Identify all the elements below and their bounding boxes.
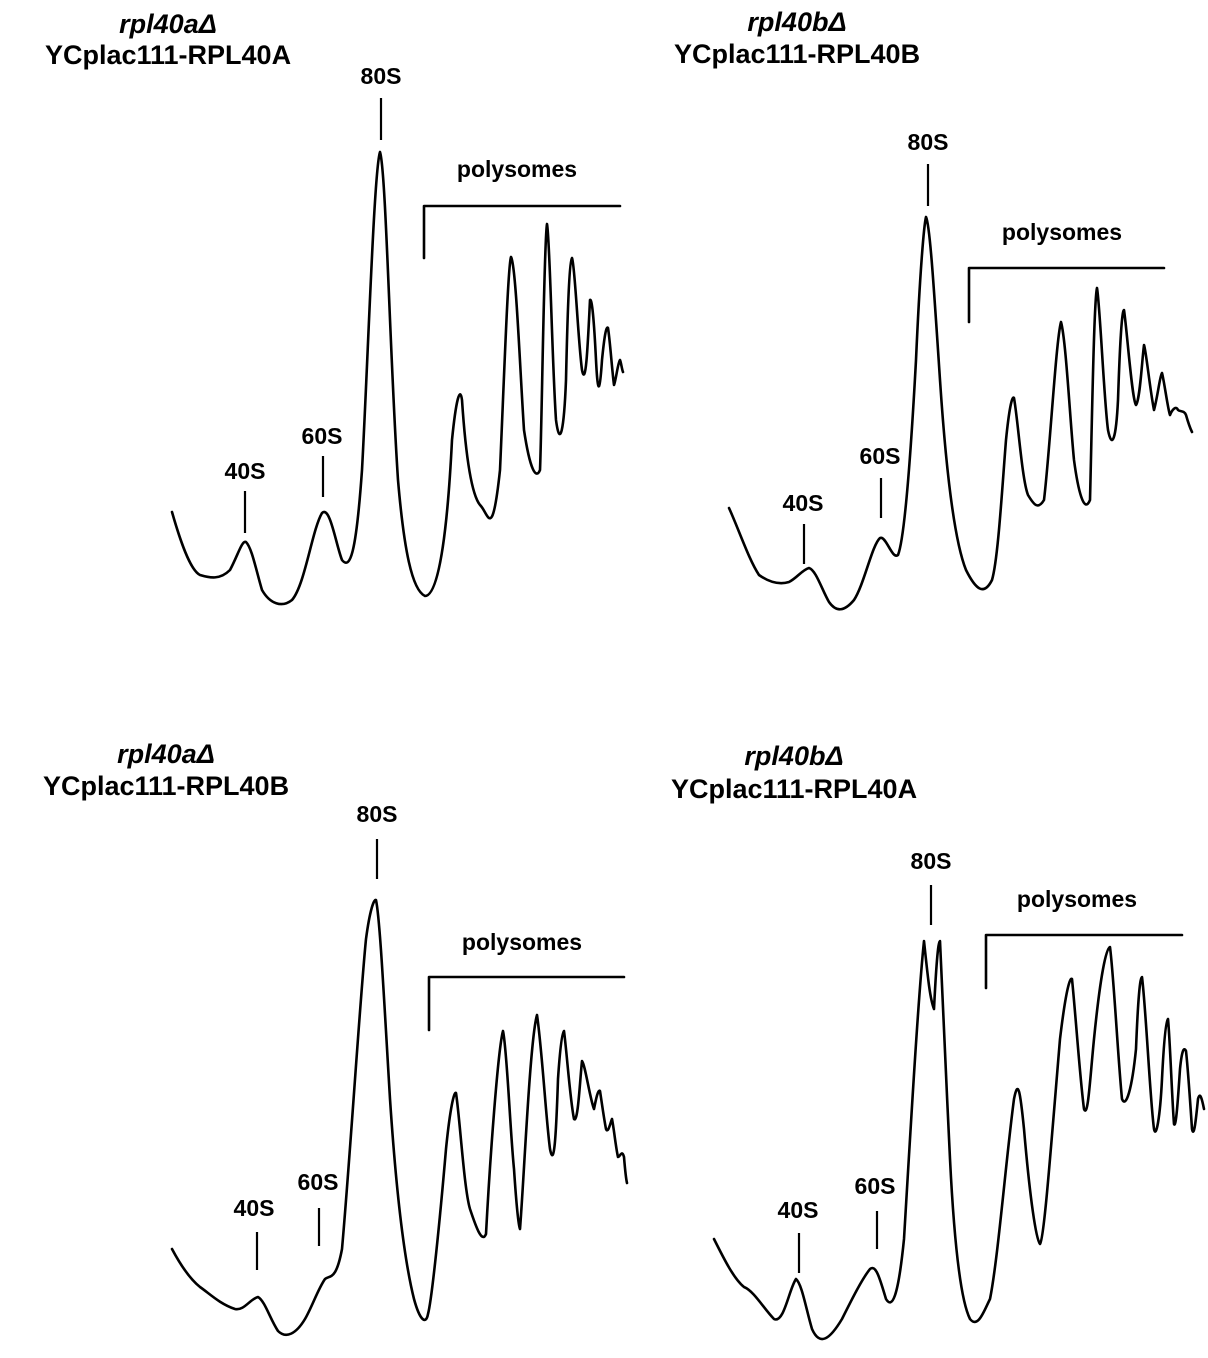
polysomes-bracket (427, 975, 626, 1032)
profile-figure: rpl40aΔ YCplac111-RPL40B 80S 60S 40S pol… (43, 739, 629, 1336)
strain-label: rpl40aΔ (117, 739, 215, 769)
profile-figure: rpl40aΔ YCplac111-RPL40A 80S 60S 40S pol… (45, 9, 625, 606)
strain-label: rpl40bΔ (744, 741, 843, 771)
peak-label-60S: 60S (302, 423, 343, 449)
profile-panel: rpl40aΔ YCplac111-RPL40A 80S 60S 40S pol… (0, 0, 625, 679)
polysomes-label: polysomes (1017, 886, 1137, 912)
peak-label-40S: 40S (234, 1195, 275, 1221)
polysomes-bracket (422, 204, 622, 260)
sedimentation-trace (170, 898, 629, 1336)
polysomes-label: polysomes (462, 929, 582, 955)
plasmid-label: YCplac111-RPL40B (674, 39, 920, 69)
peak-label-60S: 60S (860, 443, 901, 469)
peak-label-40S: 40S (778, 1197, 819, 1223)
sedimentation-trace (170, 150, 625, 606)
peak-label-80S: 80S (911, 848, 952, 874)
polysomes-bracket (984, 933, 1184, 990)
strain-label: rpl40bΔ (747, 7, 846, 37)
profile-figure: rpl40bΔ YCplac111-RPL40A 80S 60S 40S pol… (671, 741, 1206, 1341)
peak-label-80S: 80S (357, 801, 398, 827)
plasmid-label: YCplac111-RPL40A (671, 774, 917, 804)
profile-figure: rpl40bΔ YCplac111-RPL40B 80S 60S 40S pol… (674, 7, 1194, 611)
peak-label-60S: 60S (298, 1169, 339, 1195)
profile-panel: rpl40bΔ YCplac111-RPL40A 80S 60S 40S pol… (604, 679, 1208, 1358)
profile-panel: rpl40aΔ YCplac111-RPL40B 80S 60S 40S pol… (0, 679, 629, 1358)
peak-label-80S: 80S (361, 63, 402, 89)
plasmid-label: YCplac111-RPL40B (43, 771, 289, 801)
polysomes-bracket (967, 266, 1166, 324)
sedimentation-trace (727, 215, 1194, 611)
polysomes-label: polysomes (457, 156, 577, 182)
peak-label-60S: 60S (855, 1173, 896, 1199)
plasmid-label: YCplac111-RPL40A (45, 40, 291, 70)
strain-label: rpl40aΔ (119, 9, 217, 39)
polysomes-label: polysomes (1002, 219, 1122, 245)
peak-label-80S: 80S (908, 129, 949, 155)
peak-label-40S: 40S (783, 490, 824, 516)
sedimentation-trace (712, 939, 1206, 1341)
peak-label-40S: 40S (225, 458, 266, 484)
profile-panel: rpl40bΔ YCplac111-RPL40B 80S 60S 40S pol… (604, 0, 1208, 679)
